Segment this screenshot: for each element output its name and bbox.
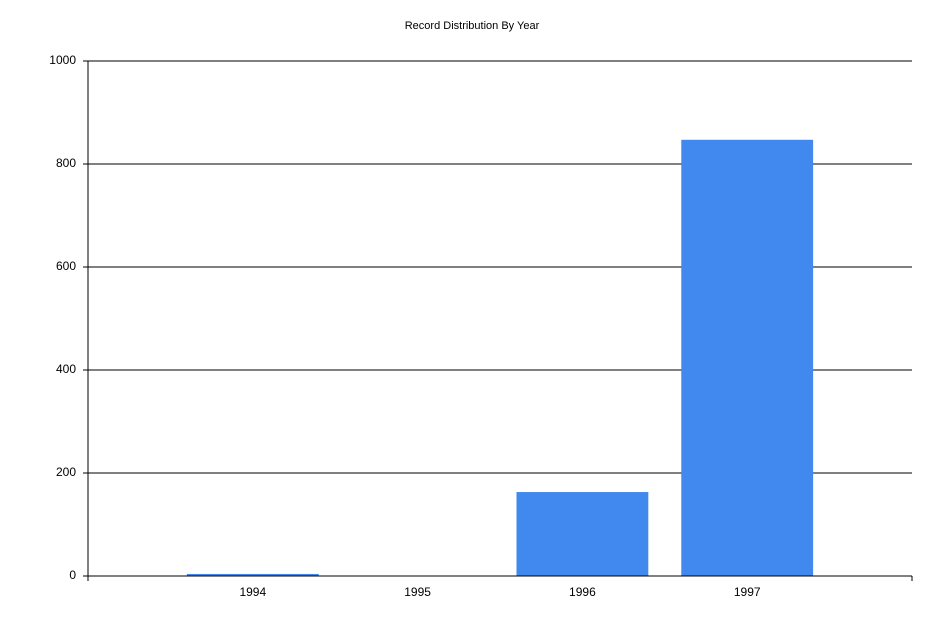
bar bbox=[516, 492, 649, 576]
chart-title: Record Distribution By Year bbox=[405, 20, 540, 32]
x-tick-label: 1994 bbox=[239, 585, 266, 599]
x-tick-label: 1996 bbox=[569, 585, 596, 599]
y-tick-label: 400 bbox=[56, 362, 76, 376]
y-tick-label: 800 bbox=[56, 156, 76, 170]
bar bbox=[186, 573, 319, 576]
y-tick-label: 1000 bbox=[49, 53, 76, 67]
bar bbox=[681, 139, 814, 577]
x-tick-label: 1997 bbox=[734, 585, 761, 599]
x-tick-label: 1995 bbox=[404, 585, 431, 599]
y-tick-label: 600 bbox=[56, 259, 76, 273]
y-tick-label: 0 bbox=[69, 568, 76, 582]
y-tick-label: 200 bbox=[56, 465, 76, 479]
